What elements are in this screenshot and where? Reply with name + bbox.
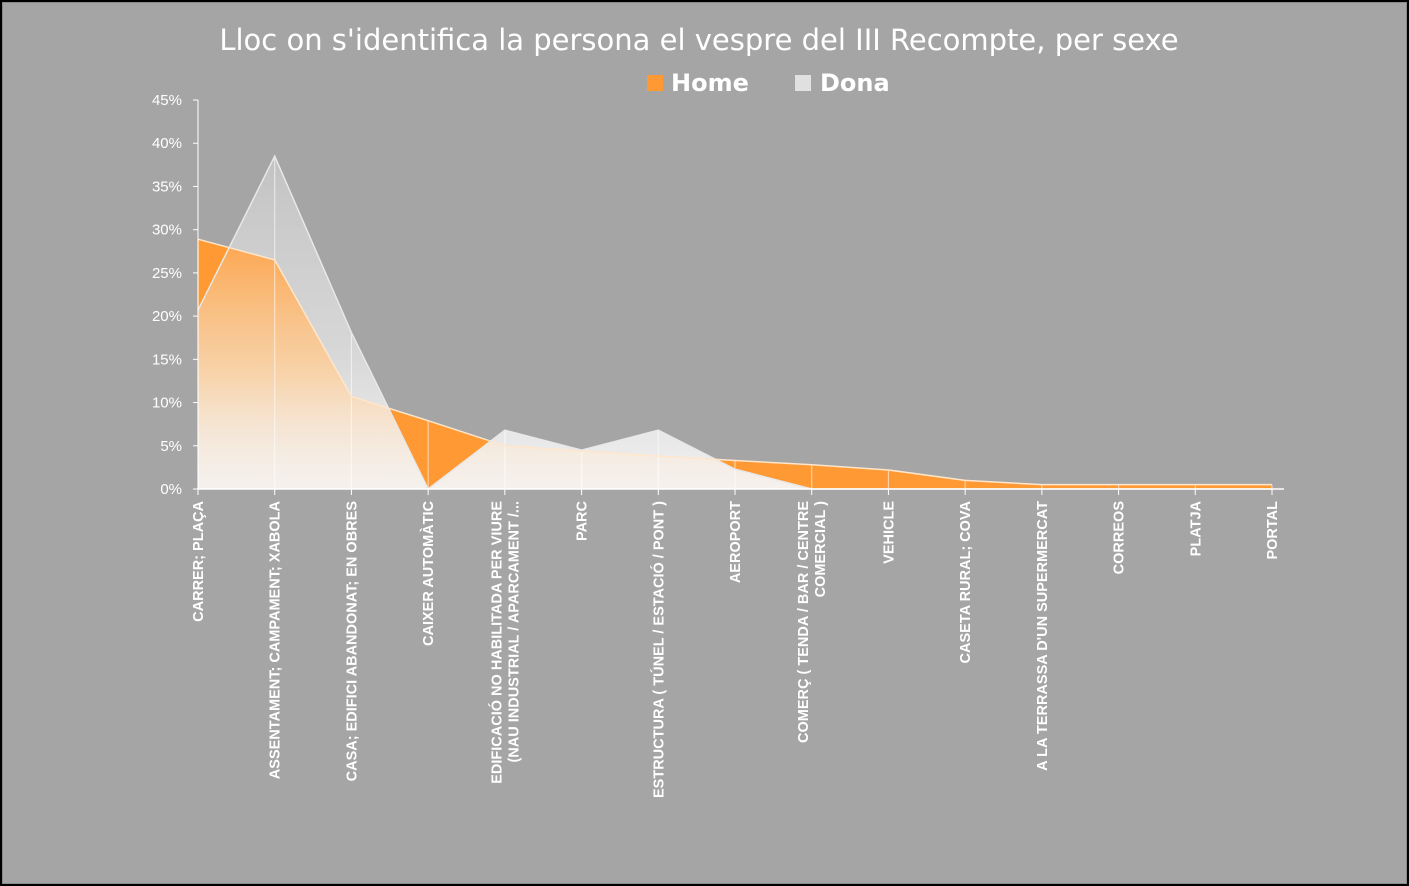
x-tick-label: PARC [575,500,591,541]
area-chart: Lloc on s'identifica la persona el vespr… [152,23,1284,798]
legend-swatch-dona [795,75,811,91]
x-tick-label: ESTRUCTURA ( TÚNEL / ESTACIÓ / PONT ) [649,501,667,798]
x-tick-label-line: PLATJA [1188,500,1204,556]
x-tick-label-line: PARC [575,500,591,541]
x-tick-label-line: VEHICLE [881,501,897,564]
y-tick-label: 5% [160,438,182,455]
x-tick-label: PLATJA [1188,500,1204,556]
legend-swatch-home [647,75,663,91]
x-tick-label: CAIXER AUTOMÀTIC [420,500,437,646]
x-tick-label-line: AEROPORT [728,501,744,583]
x-tick-label-line: CARRER; PLAÇA [191,500,207,621]
y-tick-label: 20% [152,308,182,325]
x-tick-label: CARRER; PLAÇA [191,500,207,621]
series-home-line [197,238,1272,486]
y-tick-label: 40% [152,135,182,152]
x-tick-label-line: A LA TERRASSA D'UN SUPERMERCAT [1035,501,1051,771]
legend-label-home: Home [671,69,749,97]
x-tick-label-line: ASSENTAMENT; CAMPAMENT; XABOLA [268,500,284,779]
x-tick-label-line: PORTAL [1265,501,1281,560]
x-tick-label: A LA TERRASSA D'UN SUPERMERCAT [1035,501,1051,771]
y-tick-label: 45% [152,92,182,109]
plot-area [197,154,1273,491]
chart-title: Lloc on s'identifica la persona el vespr… [219,23,1178,57]
x-tick-label: CASETA RURAL; COVA [958,500,974,663]
x-tick-label: AEROPORT [728,501,744,583]
x-tick-label-line: COMERCIAL ) [813,501,829,598]
x-tick-label-line: CASETA RURAL; COVA [958,500,974,663]
y-tick-label: 35% [152,178,182,195]
x-tick-label: COMERÇ ( TENDA / BAR / CENTRE COMERCIAL ) [796,501,829,743]
x-tick-label-line: EDIFICACIÓ NO HABILITADA PER VIURE [487,501,505,784]
x-tick-label: ASSENTAMENT; CAMPAMENT; XABOLA [268,500,284,779]
y-axis: 0% 5% 10% 15% 20% 25% 30% 35% 40% 45% [152,92,199,498]
series-home-overlay [198,239,1272,489]
x-tick-label-line: COMERÇ ( TENDA / BAR / CENTRE [796,501,812,743]
y-tick-label: 30% [152,222,182,239]
x-tick-label: VEHICLE [881,501,897,564]
x-tick-label-line: (NAU INDUSTRIAL / APARCAMENT /... [506,501,522,763]
x-tick-label-line: CORREOS [1112,501,1128,575]
x-tick-label-line: CASA; EDIFICI ABANDONAT; EN OBRES [344,501,360,782]
legend: Home Dona [647,69,890,97]
x-tick-label: CORREOS [1112,501,1128,575]
y-tick-label: 0% [160,481,182,498]
x-tick-label-line: CAIXER AUTOMÀTIC [420,500,437,646]
x-axis: CARRER; PLAÇA ASSENTAMENT; CAMPAMENT; XAB… [191,488,1284,798]
x-tick-label: PORTAL [1265,501,1281,560]
legend-label-dona: Dona [820,69,890,97]
x-tick-label: CASA; EDIFICI ABANDONAT; EN OBRES [344,501,360,782]
y-tick-label: 15% [152,351,182,368]
y-tick-label: 10% [152,395,182,412]
y-tick-label: 25% [152,265,182,282]
x-tick-label: EDIFICACIÓ NO HABILITADA PER VIURE (NAU I… [487,501,522,784]
x-tick-label-line: ESTRUCTURA ( TÚNEL / ESTACIÓ / PONT ) [649,501,667,798]
